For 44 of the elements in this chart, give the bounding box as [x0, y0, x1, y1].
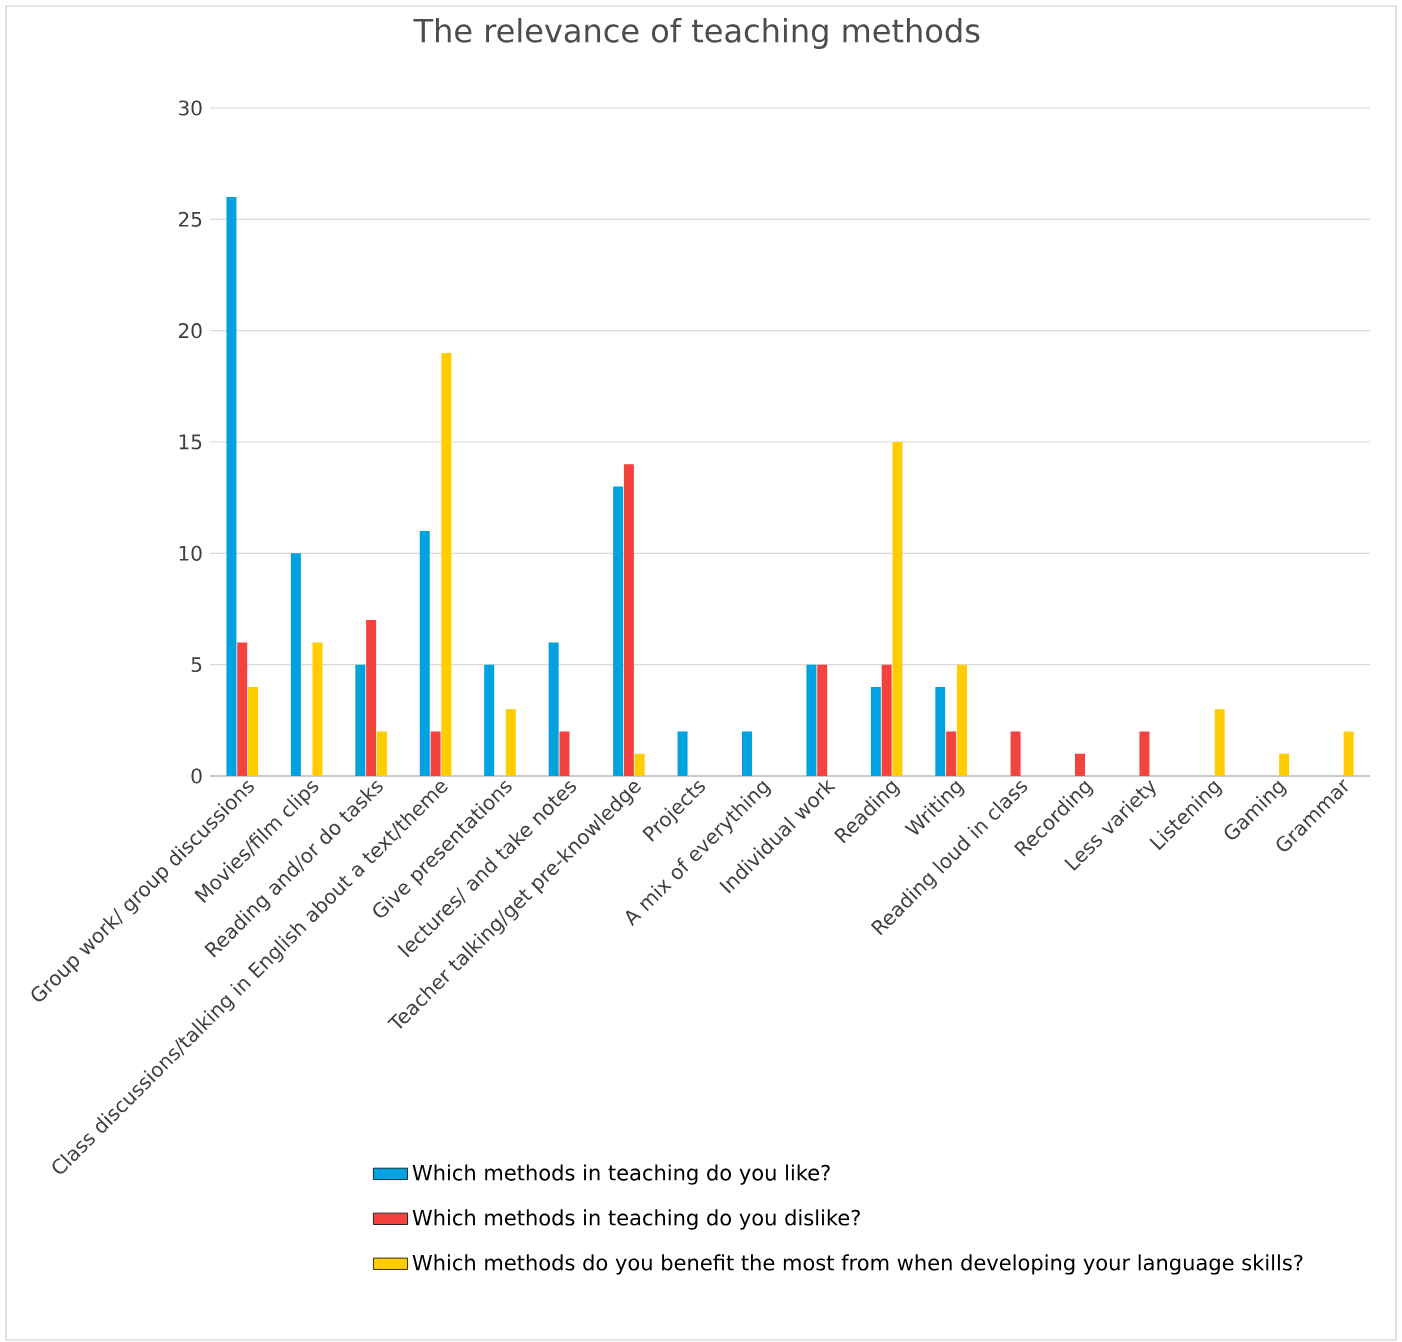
bar [548, 642, 559, 776]
bar [892, 441, 903, 776]
bar [935, 686, 946, 776]
bar [623, 464, 634, 776]
bar [441, 352, 452, 776]
bar [376, 731, 387, 776]
bar [505, 709, 516, 776]
bar [817, 664, 828, 776]
chart-title: The relevance of teaching methods [413, 17, 980, 49]
bar [1075, 753, 1086, 776]
bar [613, 486, 624, 776]
bar [741, 731, 752, 776]
legend-label: Which methods in teaching do you like? [412, 1164, 830, 1185]
bar [677, 731, 688, 776]
bar [1010, 731, 1021, 776]
bar [806, 664, 817, 776]
bar [870, 686, 881, 776]
y-tick-label: 20 [178, 323, 202, 339]
legend-label: Which methods do you benefit the most from when developing your language skills? [412, 1254, 1303, 1275]
bar [419, 531, 430, 776]
bar [881, 664, 892, 776]
bar [290, 553, 301, 776]
bar [1214, 709, 1225, 776]
y-tick-label: 5 [191, 657, 202, 673]
bar [1343, 731, 1354, 776]
bar [312, 642, 323, 776]
bar [237, 642, 248, 776]
legend-label: Which methods in teaching do you dislike? [412, 1209, 860, 1230]
bar [430, 731, 441, 776]
bar [355, 664, 366, 776]
bar [956, 664, 967, 776]
y-tick-label: 10 [179, 545, 202, 561]
bar [1279, 753, 1290, 776]
bar [366, 620, 377, 776]
y-tick-label: 15 [179, 434, 202, 450]
y-tick-label: 30 [179, 100, 202, 116]
bar [248, 686, 259, 776]
y-tick-label: 25 [178, 211, 202, 227]
bar [946, 731, 957, 776]
bar [1139, 731, 1150, 776]
bar [634, 753, 645, 776]
bar [484, 664, 495, 776]
bar [559, 731, 570, 776]
bar [226, 197, 237, 776]
